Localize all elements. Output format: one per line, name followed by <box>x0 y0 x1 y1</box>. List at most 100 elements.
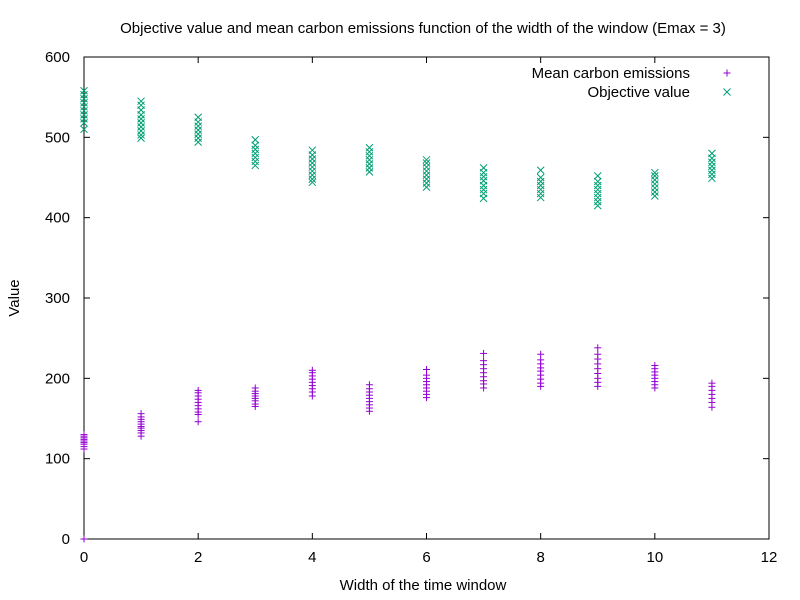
objective-point <box>536 181 545 190</box>
objective-point <box>251 157 260 166</box>
objective-point <box>593 197 602 206</box>
objective-point <box>308 171 317 179</box>
objective-point <box>137 115 145 123</box>
objective-point <box>80 86 88 95</box>
objective-value-points <box>80 86 716 210</box>
axes: 0 100 200 300 400 500 600 0 2 4 6 8 10 12 <box>45 49 777 566</box>
y-tick: 400 <box>45 210 769 227</box>
data-points <box>80 86 716 543</box>
chart-title: Objective value and mean carbon emission… <box>120 20 726 37</box>
objective-point <box>650 172 659 180</box>
objective-point <box>650 168 659 177</box>
objective-point <box>194 113 203 122</box>
x-tick-label: 2 <box>194 549 202 566</box>
y-tick-label: 200 <box>45 370 70 387</box>
objective-point <box>365 151 374 160</box>
y-tick-label: 0 <box>62 531 70 548</box>
objective-point <box>536 177 545 186</box>
objective-point <box>365 147 374 156</box>
objective-point <box>251 161 260 170</box>
legend-entry: Objective value <box>587 84 731 101</box>
objective-point <box>593 193 602 202</box>
objective-point <box>251 141 260 150</box>
x-tick: 2 <box>194 57 202 566</box>
emissions-point <box>594 350 602 358</box>
objective-point <box>650 176 659 184</box>
objective-point <box>422 175 431 183</box>
objective-point <box>308 163 317 171</box>
plot-frame <box>83 56 770 540</box>
objective-point <box>593 181 602 190</box>
objective-point <box>708 158 716 167</box>
objective-point <box>708 162 716 171</box>
objective-point <box>479 185 488 194</box>
emissions-point <box>308 366 316 374</box>
objective-point <box>365 168 374 176</box>
objective-point <box>308 146 317 155</box>
objective-point <box>536 173 545 182</box>
x-tick-label: 6 <box>422 549 430 566</box>
y-tick-label: 300 <box>45 290 70 307</box>
emissions-point <box>594 344 602 352</box>
x-tick-label: 8 <box>536 549 544 566</box>
mean-carbon-emissions-points <box>80 344 716 543</box>
legend-label: Objective value <box>587 84 690 101</box>
objective-point <box>308 178 317 187</box>
objective-point <box>536 189 545 198</box>
objective-point <box>708 149 716 158</box>
y-tick: 600 <box>45 49 769 66</box>
objective-point <box>650 192 659 200</box>
objective-point <box>194 122 203 130</box>
objective-point <box>708 166 716 175</box>
objective-point <box>365 164 374 172</box>
objective-point <box>251 153 260 162</box>
objective-point <box>308 167 317 175</box>
objective-point <box>137 119 145 127</box>
objective-point <box>536 166 545 175</box>
objective-point <box>308 155 317 163</box>
objective-point <box>479 172 488 181</box>
objective-point <box>650 188 659 196</box>
objective-point <box>365 155 374 164</box>
x-tick-label: 10 <box>646 549 663 566</box>
emissions-point <box>480 357 488 365</box>
x-tick-label: 12 <box>761 549 778 566</box>
objective-point <box>194 126 203 134</box>
objective-point <box>708 170 716 179</box>
emissions-point <box>251 384 259 392</box>
y-tick: 100 <box>45 451 769 468</box>
objective-point <box>422 171 431 179</box>
y-tick: 500 <box>45 129 769 146</box>
y-tick-label: 100 <box>45 451 70 468</box>
objective-point <box>479 176 488 185</box>
x-tick: 4 <box>308 57 317 566</box>
emissions-point <box>194 418 202 426</box>
legend-marker <box>723 88 731 96</box>
y-tick-label: 500 <box>45 129 70 146</box>
emissions-point <box>80 431 88 439</box>
x-tick-label: 0 <box>80 549 88 566</box>
objective-point <box>593 172 602 180</box>
legend-entry: Mean carbon emissions <box>532 65 731 82</box>
x-tick: 6 <box>422 57 431 566</box>
objective-point <box>708 174 716 183</box>
emissions-point <box>423 365 430 373</box>
objective-point <box>251 145 260 154</box>
emissions-point <box>80 535 88 543</box>
objective-point <box>593 177 602 186</box>
x-tick-label: 4 <box>308 549 316 566</box>
objective-point <box>194 138 203 147</box>
legend-marker <box>723 69 731 77</box>
objective-point <box>80 125 88 134</box>
emissions-point <box>365 381 373 389</box>
objective-point <box>251 135 260 144</box>
legend: Mean carbon emissions Objective value <box>532 65 731 101</box>
objective-point <box>650 180 659 188</box>
objective-point <box>593 185 602 194</box>
y-tick: 200 <box>45 370 769 387</box>
objective-point <box>479 189 488 198</box>
objective-point <box>365 159 374 168</box>
objective-point <box>137 127 145 135</box>
legend-label: Mean carbon emissions <box>532 65 690 82</box>
